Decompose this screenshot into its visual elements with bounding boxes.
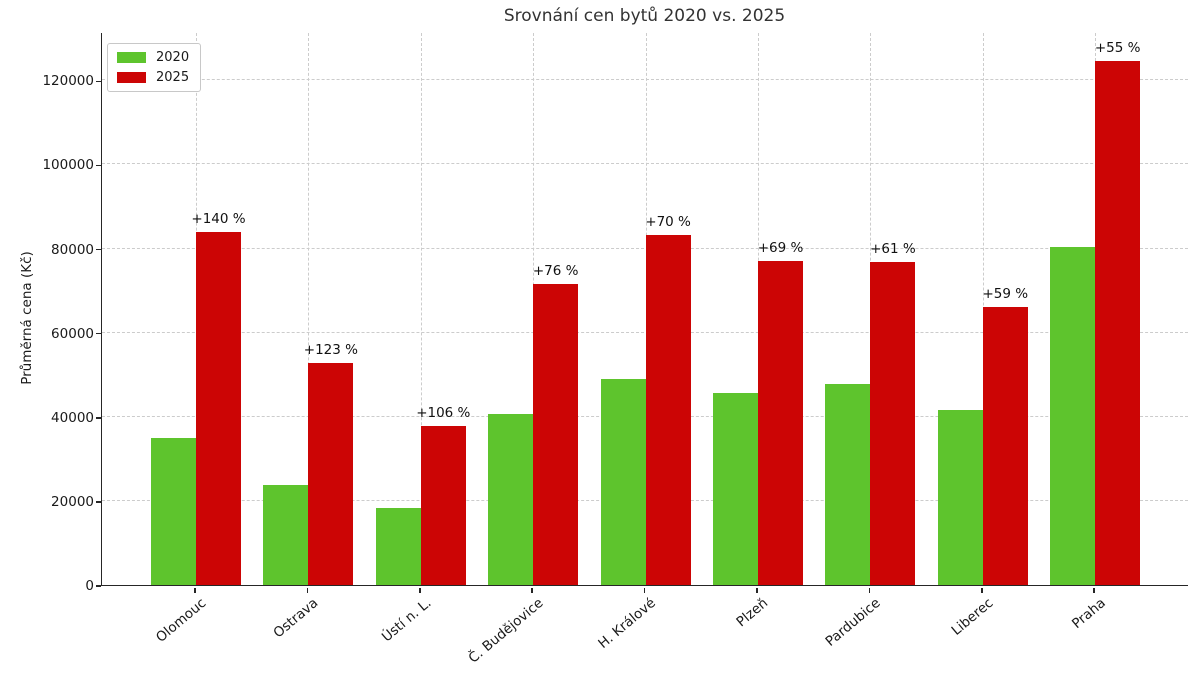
x-tick-label-bud-jovice: Č. Budějovice (465, 595, 547, 667)
x-tick-label-praha: Praha (1068, 595, 1109, 633)
y-tick-mark-100000 (96, 164, 101, 167)
pct-label-st-n-l: +106 % (416, 404, 471, 421)
x-tick-label-pardubice: Pardubice (822, 595, 884, 650)
x-tick-mark-ostrava (306, 587, 309, 593)
y-tick-label-120000: 120000 (42, 73, 94, 90)
y-axis-label: Průměrná cena (Kč) (19, 251, 35, 385)
legend-item-2020: 2020 (117, 50, 189, 65)
x-tick-mark-pardubice (868, 587, 871, 593)
x-tick-label-ostrava: Ostrava (270, 595, 322, 642)
bar-2025-olomouc (196, 231, 241, 585)
x-tick-mark-h-kr-lov (643, 587, 646, 593)
v-gridline-st-n-l (420, 33, 422, 585)
y-tick-label-80000: 80000 (51, 241, 94, 258)
h-gridline-80000 (102, 247, 1188, 249)
x-tick-label-plze: Plzeň (733, 595, 772, 631)
y-tick-mark-120000 (96, 80, 101, 83)
y-tick-label-60000: 60000 (51, 325, 94, 342)
chart-title: Srovnání cen bytů 2020 vs. 2025 (503, 6, 786, 26)
legend-label-2020: 2020 (156, 50, 190, 65)
bar-2020-st-n-l (375, 507, 421, 585)
y-tick-label-0: 0 (85, 578, 94, 594)
bar-2025-liberec (982, 307, 1028, 585)
bar-2025-ostrava (308, 362, 354, 585)
bar-2025-pardubice (870, 262, 916, 585)
legend-swatch-2025 (117, 72, 146, 83)
pct-label-praha: +55 % (1094, 40, 1141, 57)
y-tick-mark-40000 (96, 417, 101, 419)
legend-swatch-2020 (117, 52, 146, 63)
pct-label-bud-jovice: +76 % (532, 262, 579, 279)
y-tick-label-40000: 40000 (51, 409, 94, 426)
bar-2020-bud-jovice (488, 413, 534, 585)
h-gridline-100000 (102, 163, 1188, 165)
pct-label-liberec: +59 % (982, 286, 1029, 303)
legend: 2020 2025 (107, 43, 202, 92)
y-tick-mark-0 (96, 585, 101, 587)
pct-label-plze: +69 % (757, 239, 804, 256)
bar-2020-olomouc (151, 437, 196, 585)
x-tick-mark-bud-jovice (531, 587, 533, 593)
x-tick-mark-praha (1093, 587, 1095, 593)
bar-2025-h-kr-lov (645, 234, 691, 585)
y-tick-label-20000: 20000 (51, 493, 94, 510)
bar-2025-praha (1095, 61, 1141, 585)
x-tick-mark-plze (756, 587, 758, 593)
y-tick-mark-80000 (96, 248, 101, 251)
bar-2020-liberec (937, 410, 983, 585)
v-gridline-ostrava (308, 33, 310, 585)
y-tick-mark-60000 (96, 332, 101, 335)
x-tick-label-olomouc: Olomouc (153, 595, 210, 646)
h-gridline-120000 (102, 79, 1188, 81)
pct-label-pardubice: +61 % (870, 241, 916, 258)
pct-label-h-kr-lov: +70 % (645, 213, 691, 230)
bar-2020-ostrava (263, 485, 309, 585)
legend-label-2025: 2025 (156, 70, 190, 85)
bar-2020-praha (1050, 246, 1096, 585)
legend-item-2025: 2025 (117, 70, 189, 85)
x-tick-mark-liberec (981, 587, 983, 593)
bar-2025-bud-jovice (533, 283, 579, 585)
bar-2020-pardubice (825, 384, 871, 585)
x-tick-label-h-kr-lov: H. Králové (595, 595, 659, 652)
x-tick-mark-st-n-l (419, 587, 421, 593)
x-tick-label-st-n-l: Ústí n. L. (378, 595, 435, 646)
y-tick-label-100000: 100000 (42, 157, 94, 174)
bar-2020-plze (713, 393, 758, 585)
x-tick-label-liberec: Liberec (948, 595, 997, 639)
x-tick-mark-olomouc (194, 587, 196, 593)
bar-2020-h-kr-lov (600, 378, 646, 585)
y-tick-mark-20000 (96, 501, 101, 503)
bar-2025-plze (758, 260, 803, 585)
h-gridline-60000 (102, 331, 1188, 333)
plot-area: +140 % +123 % +106 % +76 % +70 % +69 % +61 % +5… (101, 33, 1188, 586)
pct-label-ostrava: +123 % (303, 341, 358, 358)
bar-2025-st-n-l (420, 425, 466, 585)
pct-label-olomouc: +140 % (191, 210, 246, 227)
